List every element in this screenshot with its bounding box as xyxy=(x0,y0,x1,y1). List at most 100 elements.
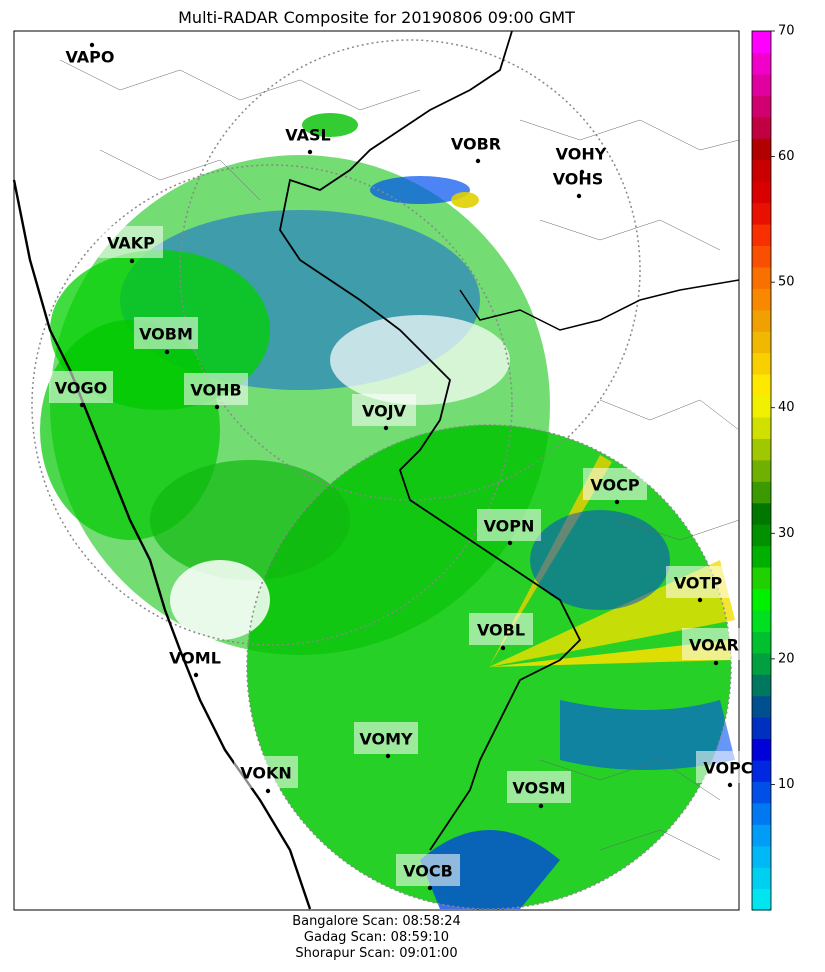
colorbar-swatch xyxy=(752,395,771,418)
station-vojv: VOJV xyxy=(352,394,416,431)
station-vocp: VOCP xyxy=(583,468,647,505)
station-voml: VOML xyxy=(169,649,221,678)
colorbar-swatch xyxy=(752,631,771,654)
station-label: VOSM xyxy=(512,779,565,798)
station-marker xyxy=(614,499,620,505)
station-marker xyxy=(713,660,719,666)
station-vogo: VOGO xyxy=(49,371,113,408)
station-marker xyxy=(164,349,170,355)
station-marker xyxy=(427,885,433,891)
state-boundary xyxy=(279,30,582,851)
station-vakp: VAKP xyxy=(99,226,163,264)
radar-echo-layer xyxy=(31,39,735,910)
colorbar-swatch xyxy=(752,824,771,847)
station-label: VOHY xyxy=(556,145,607,164)
colorbar-swatch xyxy=(752,31,771,54)
colorbar-swatch xyxy=(752,352,771,375)
station-label: VOPC xyxy=(703,759,752,778)
station-label: VOKN xyxy=(240,764,292,783)
station-marker xyxy=(538,803,544,809)
colorbar-swatch xyxy=(752,223,771,246)
colorbar-swatch xyxy=(752,545,771,568)
colorbar-swatch xyxy=(752,331,771,354)
colorbar-swatch xyxy=(752,95,771,118)
colorbar-swatch xyxy=(752,266,771,289)
station-label: VAKP xyxy=(107,234,155,253)
station-marker xyxy=(265,788,271,794)
station-marker xyxy=(79,402,85,408)
station-label: VOBL xyxy=(477,621,525,640)
colorbar-swatch xyxy=(752,845,771,868)
station-marker xyxy=(576,193,582,199)
scan-time-shorapur: Shorapur Scan: 09:01:00 xyxy=(295,946,458,961)
colorbar xyxy=(751,30,772,911)
colorbar-swatch xyxy=(752,73,771,96)
station-vokn: VOKN xyxy=(234,756,298,794)
colorbar-swatch xyxy=(752,52,771,75)
colorbar-swatch xyxy=(752,374,771,397)
colorbar-swatch xyxy=(752,695,771,718)
colorbar-tick-label: 50 xyxy=(778,275,795,290)
colorbar-tick-label: 40 xyxy=(778,400,795,415)
station-label: VOJV xyxy=(362,402,407,421)
station-marker xyxy=(383,425,389,431)
station-marker xyxy=(214,404,220,410)
colorbar-swatch xyxy=(752,802,771,825)
colorbar-swatch xyxy=(752,416,771,439)
colorbar-tick-label: 70 xyxy=(778,24,795,39)
station-label: VASL xyxy=(285,126,330,145)
station-vohb: VOHB xyxy=(184,373,248,410)
colorbar-swatch xyxy=(752,309,771,332)
station-labels: VAPO VASL VOBR VOHY VOHS VAKP VOBM VOGO VOHB VOJV… xyxy=(49,42,760,891)
station-marker xyxy=(579,169,585,175)
colorbar-swatch xyxy=(752,438,771,461)
colorbar-swatch xyxy=(752,459,771,482)
station-marker xyxy=(475,158,481,164)
station-vasl: VASL xyxy=(285,126,331,155)
station-marker xyxy=(500,645,506,651)
colorbar-tick-label: 30 xyxy=(778,526,795,541)
station-vocb: VOCB xyxy=(396,854,460,891)
station-label: VOTP xyxy=(674,574,723,593)
station-label: VOML xyxy=(169,649,221,668)
colorbar-tick-label: 10 xyxy=(778,777,795,792)
colorbar-tick-label: 20 xyxy=(778,651,795,666)
station-label: VOMY xyxy=(359,730,413,749)
colorbar-swatch xyxy=(752,652,771,675)
station-marker xyxy=(727,782,733,788)
colorbar-swatch xyxy=(752,181,771,204)
station-label: VAPO xyxy=(65,48,114,67)
station-vopn: VOPN xyxy=(477,509,541,546)
colorbar-swatch xyxy=(752,717,771,740)
station-label: VOBM xyxy=(139,325,193,344)
colorbar-swatch xyxy=(752,481,771,504)
district-boundaries xyxy=(59,59,740,861)
scan-time-gadag: Gadag Scan: 08:59:10 xyxy=(303,930,450,945)
colorbar-swatch xyxy=(752,245,771,268)
colorbar-swatch xyxy=(752,867,771,890)
station-vapo: VAPO xyxy=(65,42,115,67)
station-label: VOAR xyxy=(689,636,739,655)
colorbar-swatch xyxy=(752,138,771,161)
station-marker xyxy=(385,753,391,759)
colorbar-swatch xyxy=(752,159,771,182)
colorbar-swatch xyxy=(752,288,771,311)
colorbar-swatch xyxy=(752,116,771,139)
station-label: VOCB xyxy=(403,862,453,881)
station-label: VOPN xyxy=(484,517,535,536)
station-vosm: VOSM xyxy=(507,771,571,809)
colorbar-swatch xyxy=(752,502,771,525)
colorbar-swatch xyxy=(752,524,771,547)
colorbar-swatch xyxy=(752,674,771,697)
station-vohy: VOHY xyxy=(556,145,607,175)
station-vomy: VOMY xyxy=(354,722,418,759)
station-vopc: VOPC xyxy=(696,751,760,788)
colorbar-swatch xyxy=(752,759,771,782)
station-label: VOGO xyxy=(55,379,107,398)
station-label: VOHB xyxy=(190,381,241,400)
map-title: Multi-RADAR Composite for 20190806 09:00… xyxy=(178,8,575,27)
station-vohs: VOHS xyxy=(553,170,603,199)
state-boundary-north xyxy=(459,279,740,331)
station-voar: VOAR xyxy=(682,628,746,666)
